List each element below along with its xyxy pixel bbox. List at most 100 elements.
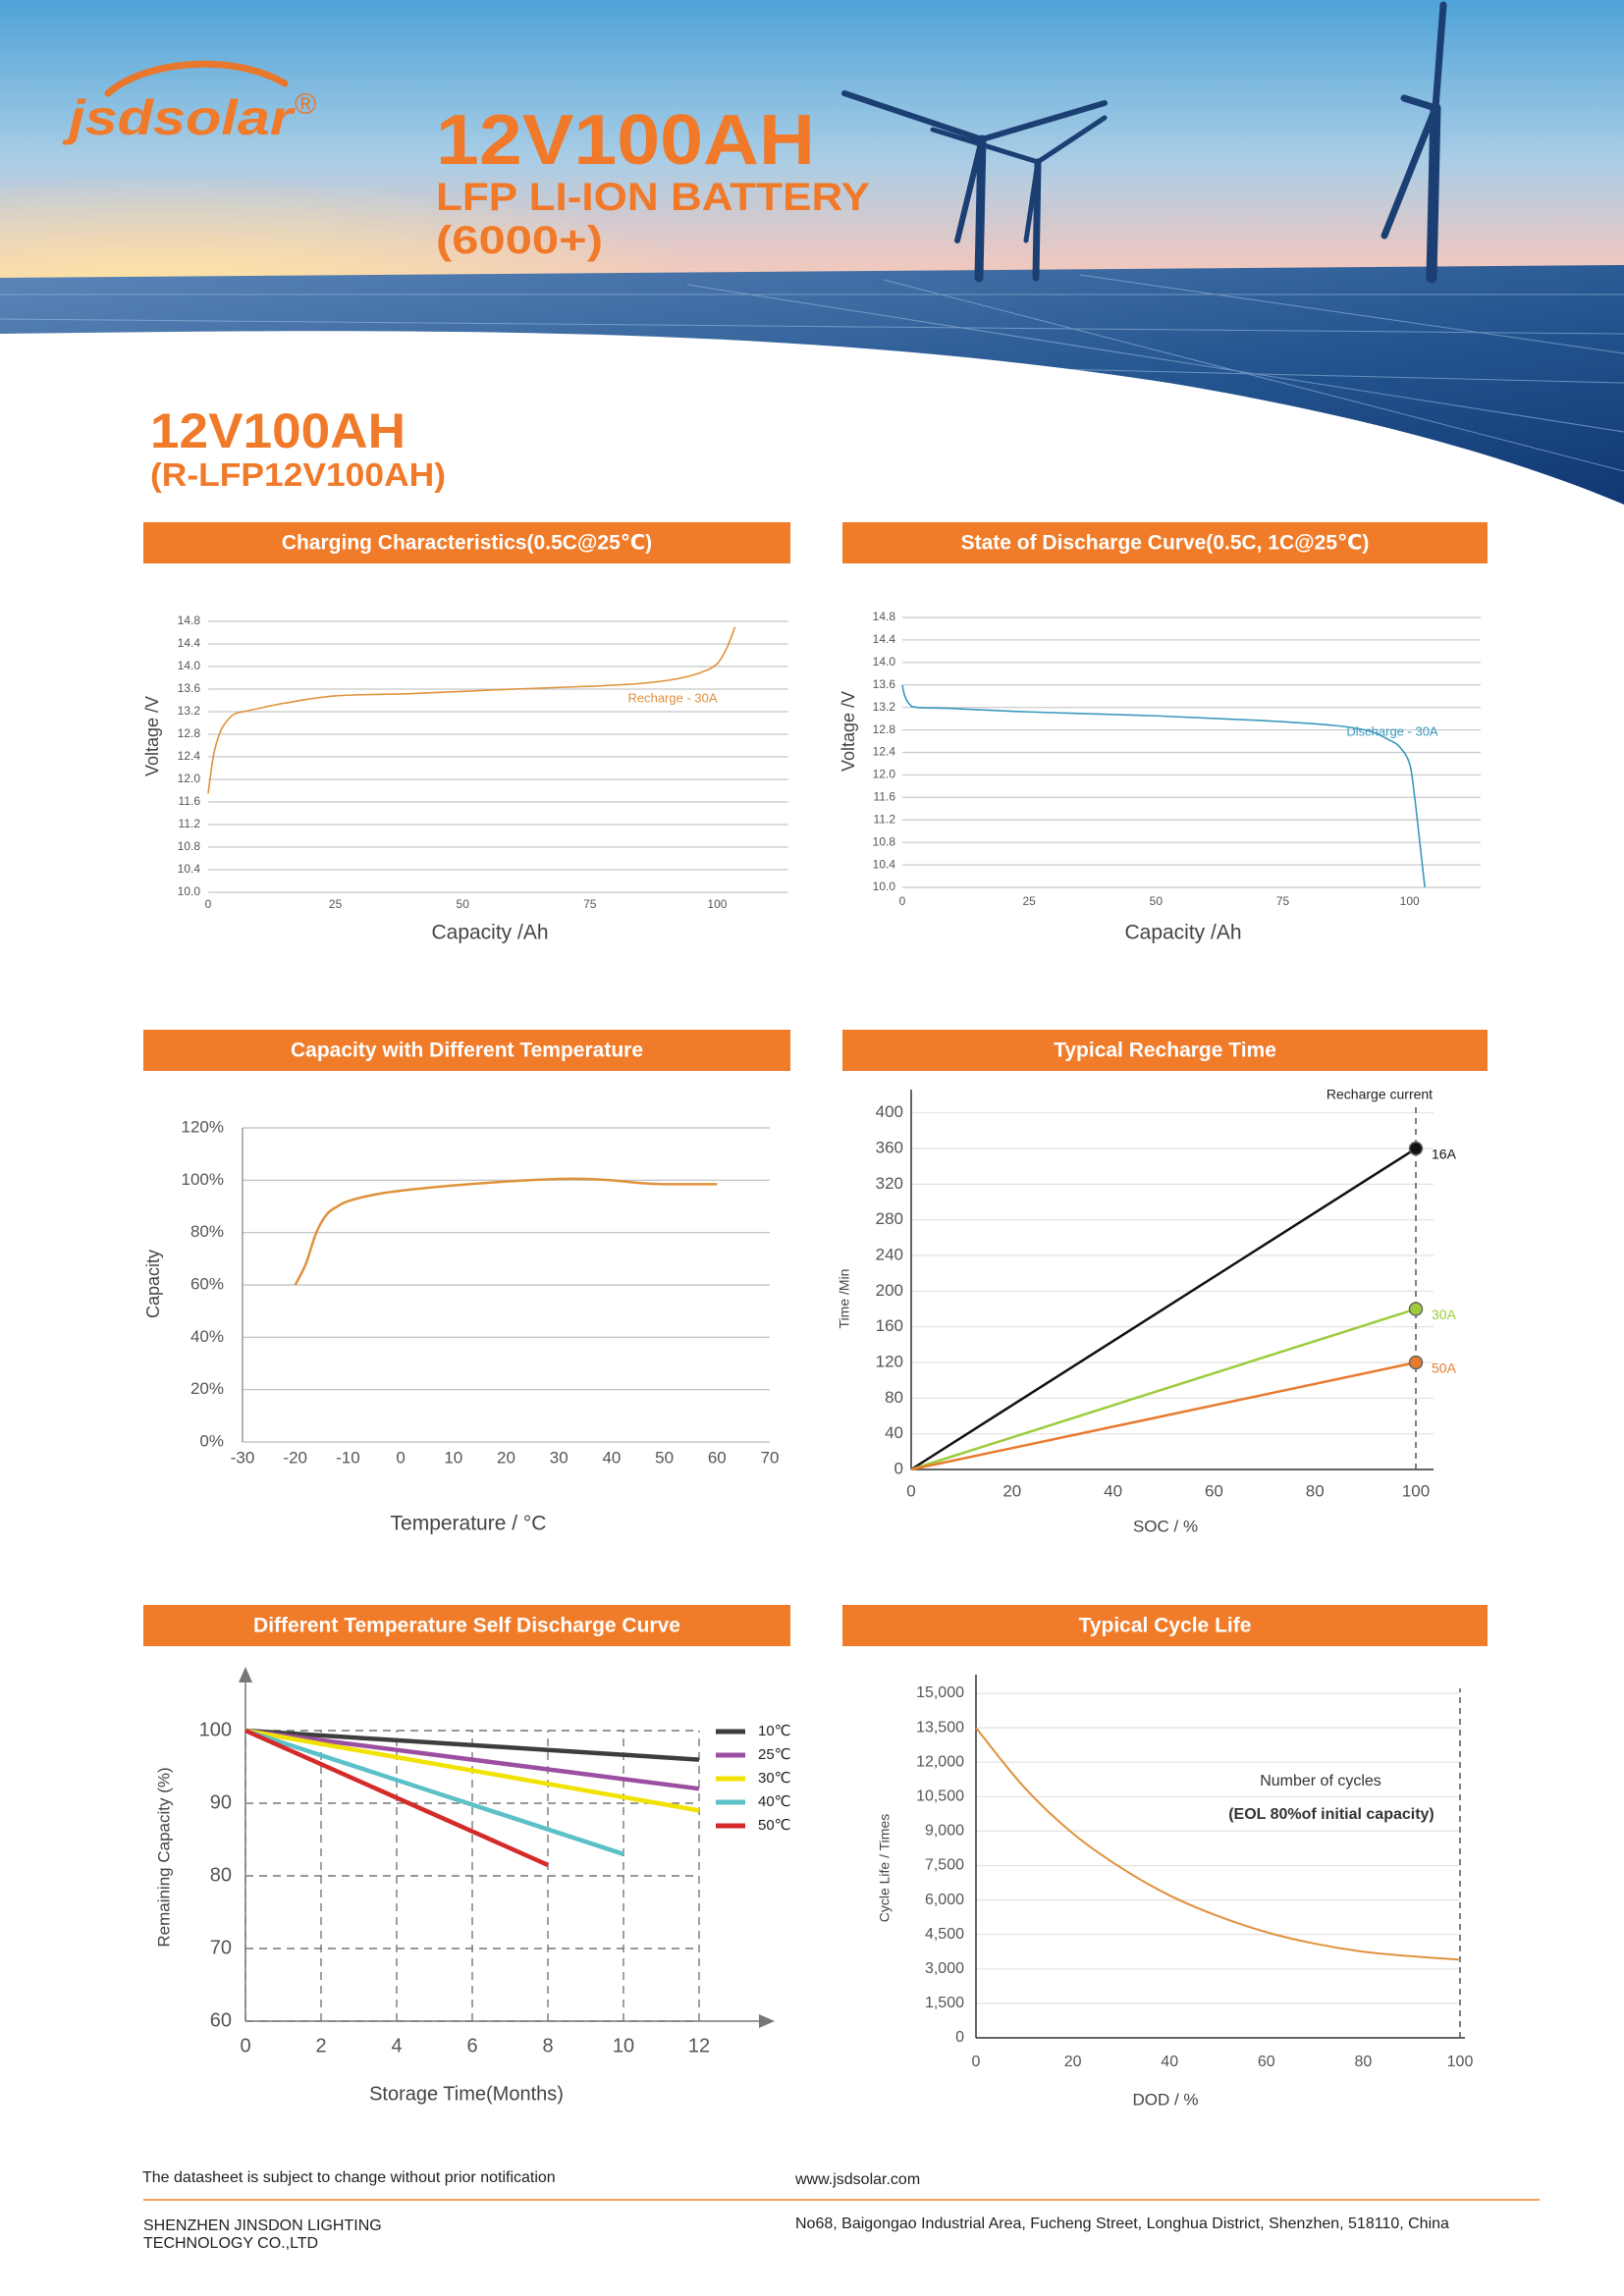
x-tick-label: 2 xyxy=(315,2035,326,2056)
y-tick-label: 360 xyxy=(876,1139,903,1157)
x-tick-label: 6 xyxy=(466,2035,477,2056)
x-tick-label: 0 xyxy=(906,1481,915,1500)
y-tick-label: 1,500 xyxy=(925,1995,964,2011)
chart-title-bar xyxy=(143,1030,790,1071)
y-tick-label: 90 xyxy=(210,1791,232,1813)
chart-title-bar xyxy=(143,522,790,563)
y-tick-label: 100% xyxy=(182,1170,224,1189)
y-tick-label: 10.0 xyxy=(873,880,896,893)
y-tick-label: 0% xyxy=(199,1431,224,1450)
y-tick-label: 12.4 xyxy=(873,745,896,759)
x-tick-label: 0 xyxy=(240,2035,250,2056)
y-tick-label: 400 xyxy=(876,1102,903,1121)
y-tick-label: 100 xyxy=(199,1719,232,1740)
y-tick-label: 80 xyxy=(210,1864,232,1886)
chart-title-bar xyxy=(842,1030,1488,1071)
series-label: 30A xyxy=(1432,1307,1457,1322)
logo-mark: ® xyxy=(295,88,316,121)
x-tick-label: 100 xyxy=(1402,1481,1430,1500)
x-tick-label: 0 xyxy=(205,897,212,911)
series-line xyxy=(207,626,736,794)
y-tick-label: 10.0 xyxy=(178,884,201,898)
x-tick-label: 60 xyxy=(708,1448,727,1467)
y-tick-label: 14.8 xyxy=(873,610,896,623)
y-tick-label: 14.4 xyxy=(178,636,201,650)
x-tick-label: 70 xyxy=(761,1448,780,1467)
x-tick-label: 25 xyxy=(1022,894,1036,908)
axis-arrow xyxy=(759,2014,775,2028)
series-line xyxy=(901,684,1426,888)
y-tick-label: 160 xyxy=(876,1316,903,1335)
x-tick-label: 10 xyxy=(444,1448,462,1467)
chart: Typical Recharge Time0408012016020024028… xyxy=(837,1030,1488,1535)
x-tick-label: 20 xyxy=(497,1448,515,1467)
address: No68, Baigongao Industrial Area, Fucheng… xyxy=(795,2216,1449,2232)
y-tick-label: 14.0 xyxy=(873,655,896,668)
website: www.jsdsolar.com xyxy=(794,2171,920,2188)
y-tick-label: 12.0 xyxy=(873,768,896,781)
y-tick-label: 15,000 xyxy=(916,1684,964,1701)
y-axis-label: Voltage /V xyxy=(839,691,858,772)
series-label: 50A xyxy=(1432,1361,1457,1376)
series-line xyxy=(910,1147,1417,1471)
hero-rating: (6000+) xyxy=(436,219,603,262)
x-tick-label: 60 xyxy=(1205,1481,1223,1500)
y-tick-label: 12.4 xyxy=(178,749,201,763)
y-tick-label: 11.6 xyxy=(874,790,896,804)
y-axis-label: Cycle Life / Times xyxy=(877,1814,893,1922)
y-tick-label: 20% xyxy=(190,1379,224,1398)
x-tick-label: 60 xyxy=(1258,2054,1275,2070)
y-tick-label: 11.6 xyxy=(179,794,201,808)
footer: The datasheet is subject to change witho… xyxy=(142,2169,1540,2252)
chart-title-bar xyxy=(842,1605,1488,1646)
x-tick-label: 30 xyxy=(550,1448,568,1467)
y-axis-label: Time /Min xyxy=(837,1269,852,1329)
x-tick-label: 8 xyxy=(542,2035,553,2056)
x-tick-label: 50 xyxy=(457,897,470,911)
x-axis-label: SOC / % xyxy=(1133,1517,1198,1535)
series-line xyxy=(244,1728,549,1867)
y-tick-label: 40 xyxy=(885,1423,903,1442)
end-marker xyxy=(1408,1141,1424,1156)
y-tick-label: 12.8 xyxy=(178,726,201,740)
x-tick-label: -10 xyxy=(336,1448,360,1467)
y-tick-label: 13.6 xyxy=(873,677,896,691)
y-tick-label: 7,500 xyxy=(925,1857,964,1874)
y-tick-label: 120% xyxy=(182,1117,224,1136)
x-axis-label: Capacity /Ah xyxy=(431,922,548,944)
chart-title: Typical Cycle Life xyxy=(1079,1615,1252,1637)
chart-title: Capacity with Different Temperature xyxy=(291,1040,643,1062)
y-axis-label: Remaining Capacity (%) xyxy=(154,1767,173,1947)
y-tick-label: 80 xyxy=(885,1388,903,1407)
y-tick-label: 60% xyxy=(190,1274,224,1293)
x-tick-label: 100 xyxy=(1447,2054,1474,2070)
annotation: Number of cycles xyxy=(1260,1773,1381,1789)
product-model: (R-LFP12V100AH) xyxy=(150,456,446,493)
legend-title: Recharge current xyxy=(1326,1087,1433,1102)
x-tick-label: 80 xyxy=(1355,2054,1373,2070)
y-tick-label: 13.6 xyxy=(178,681,201,695)
series-label: Discharge - 30A xyxy=(1346,723,1438,738)
x-tick-label: 50 xyxy=(1150,894,1164,908)
y-tick-label: 120 xyxy=(876,1352,903,1370)
chart: Different Temperature Self Discharge Cur… xyxy=(143,1605,791,2105)
series-line xyxy=(910,1308,1417,1471)
series-line xyxy=(910,1361,1417,1471)
x-tick-label: 40 xyxy=(1161,2054,1178,2070)
x-tick-label: -30 xyxy=(231,1448,255,1467)
y-tick-label: 200 xyxy=(876,1281,903,1300)
chart-title: Typical Recharge Time xyxy=(1054,1040,1276,1062)
x-tick-label: 0 xyxy=(396,1448,405,1467)
y-tick-label: 10.8 xyxy=(178,839,201,853)
x-tick-label: 75 xyxy=(583,897,597,911)
chart-title-bar xyxy=(842,522,1488,563)
x-tick-label: 0 xyxy=(972,2054,981,2070)
y-tick-label: 11.2 xyxy=(179,817,201,830)
x-tick-label: 40 xyxy=(602,1448,621,1467)
y-axis-label: Voltage /V xyxy=(142,696,162,776)
series-line xyxy=(294,1177,718,1286)
y-tick-label: 10.8 xyxy=(873,834,896,848)
y-tick-label: 10,500 xyxy=(916,1789,964,1805)
x-axis-label: Capacity /Ah xyxy=(1124,922,1241,944)
